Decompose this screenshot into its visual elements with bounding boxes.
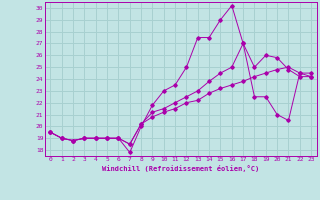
X-axis label: Windchill (Refroidissement éolien,°C): Windchill (Refroidissement éolien,°C) (102, 165, 260, 172)
